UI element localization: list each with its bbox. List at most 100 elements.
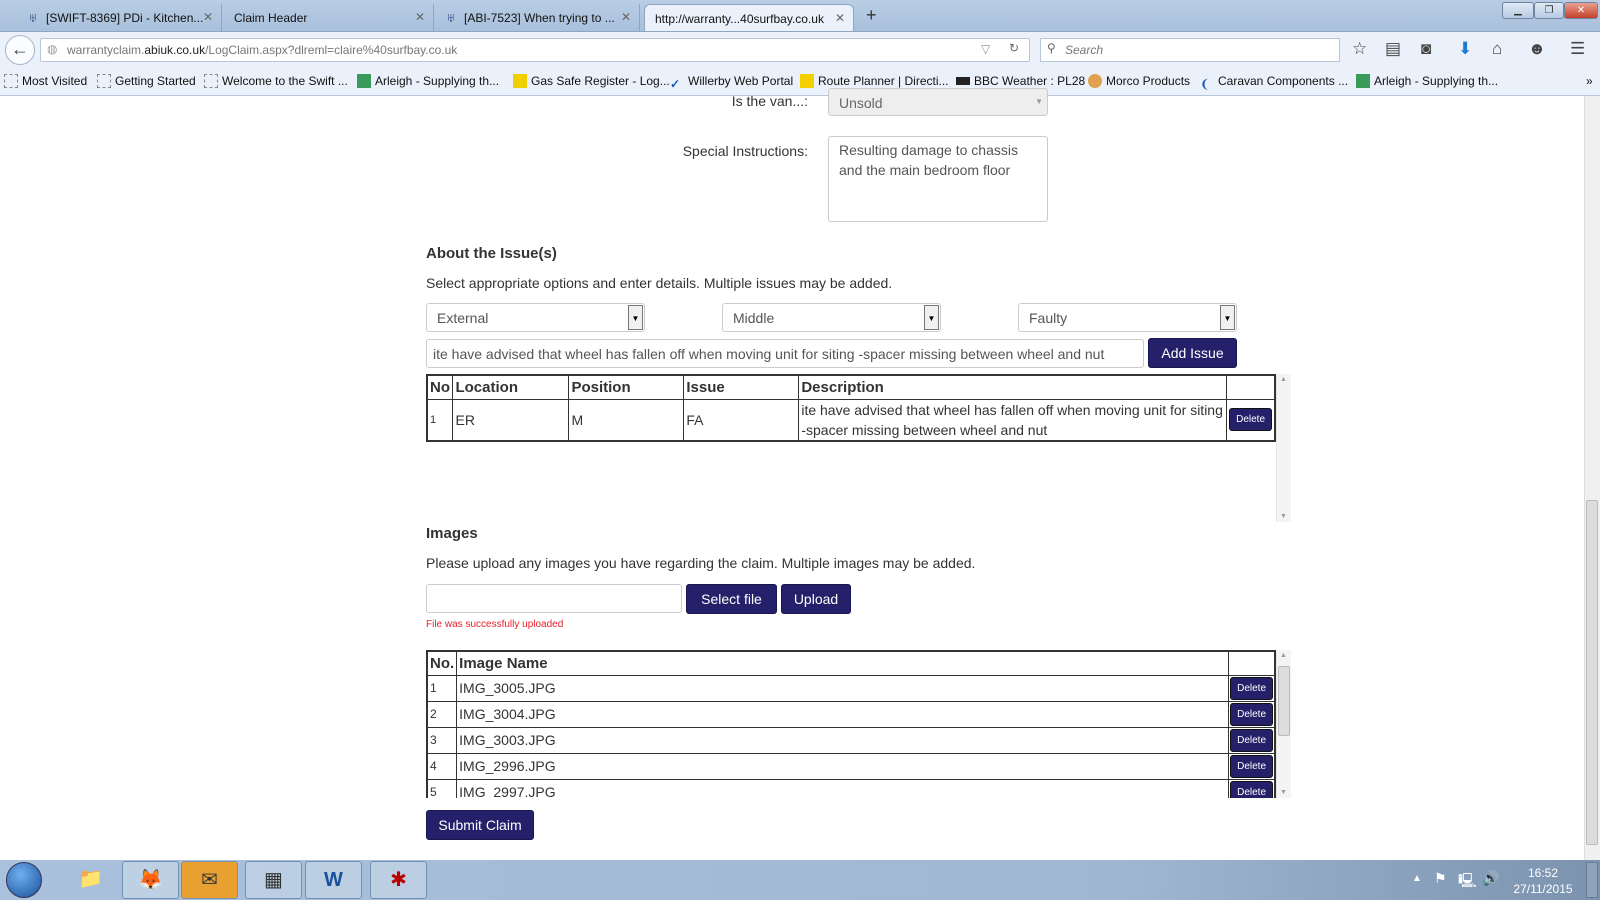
cell-no: 1 bbox=[426, 674, 458, 702]
description-input[interactable]: ite have advised that wheel has fallen o… bbox=[426, 339, 1144, 368]
images-heading: Images bbox=[426, 525, 478, 542]
tab-warranty-active[interactable]: http://warranty...40surfbay.co.uk ✕ bbox=[644, 4, 854, 31]
position-select[interactable]: Middle ▼ bbox=[722, 303, 941, 332]
scroll-up-icon[interactable]: ▲ bbox=[1280, 376, 1287, 383]
reading-list-icon[interactable]: ▤ bbox=[1385, 39, 1402, 58]
bookmark-getting-started[interactable]: Getting Started bbox=[97, 74, 196, 88]
close-tab-icon[interactable]: ✕ bbox=[414, 10, 425, 24]
chat-icon[interactable]: ☻ bbox=[1528, 39, 1546, 58]
bookmark-caravan-components[interactable]: ❨ Caravan Components ... bbox=[1200, 74, 1349, 91]
url-bar[interactable]: ◍ warrantyclaim.abiuk.co.uk/LogClaim.asp… bbox=[40, 38, 1030, 62]
close-tab-icon[interactable]: ✕ bbox=[834, 11, 845, 25]
images-intro: Please upload any images you have regard… bbox=[426, 555, 976, 571]
firefox-icon[interactable]: 🦊 bbox=[122, 861, 179, 899]
instructions-textarea[interactable]: Resulting damage to chassis and the main… bbox=[828, 136, 1048, 222]
table-row: 1 ER M FA ite have advised that wheel ha… bbox=[426, 398, 1276, 442]
minimize-button[interactable]: ▁ bbox=[1502, 2, 1534, 19]
delete-image-button[interactable]: Delete bbox=[1230, 702, 1273, 726]
cell-description: ite have advised that wheel has fallen o… bbox=[798, 398, 1228, 442]
show-desktop-button[interactable] bbox=[1586, 862, 1598, 898]
more-bookmarks-icon[interactable]: » bbox=[1586, 74, 1593, 88]
close-tab-icon[interactable]: ✕ bbox=[620, 10, 631, 24]
download-icon[interactable]: ⬇ bbox=[1458, 39, 1473, 58]
bookmark-gas-safe[interactable]: Gas Safe Register - Log... bbox=[513, 74, 670, 88]
issues-scrollbar[interactable]: ▲ ▼ bbox=[1276, 374, 1291, 522]
show-hidden-icons[interactable]: ▲ bbox=[1412, 873, 1422, 884]
pocket-icon[interactable]: ◙ bbox=[1421, 39, 1432, 58]
bookmark-route-planner[interactable]: Route Planner | Directi... bbox=[800, 74, 949, 88]
arleigh-icon bbox=[1356, 74, 1370, 88]
delete-image-button[interactable]: Delete bbox=[1230, 780, 1273, 798]
submit-claim-button[interactable]: Submit Claim bbox=[426, 810, 534, 840]
close-tab-icon[interactable]: ✕ bbox=[202, 10, 213, 24]
issue-select[interactable]: Faulty ▼ bbox=[1018, 303, 1237, 332]
bbc-icon bbox=[956, 77, 970, 85]
table-row: 4 IMG_2996.JPG Delete bbox=[426, 752, 1276, 780]
images-scrollbar[interactable]: ▲ ▼ bbox=[1276, 650, 1291, 798]
upload-button[interactable]: Upload bbox=[781, 584, 851, 614]
bookmark-most-visited[interactable]: Most Visited bbox=[4, 74, 87, 88]
delete-image-button[interactable]: Delete bbox=[1230, 754, 1273, 778]
dropdown-arrow-icon[interactable]: ▽ bbox=[981, 42, 991, 56]
network-icon[interactable]: 🖳 bbox=[1458, 872, 1477, 888]
tab-swift-8369[interactable]: ♅ [SWIFT-8369] PDi - Kitchen... ✕ bbox=[24, 4, 222, 31]
home-icon[interactable]: ⌂ bbox=[1492, 39, 1503, 58]
menu-icon[interactable]: ☰ bbox=[1570, 39, 1586, 58]
cell-no: 2 bbox=[426, 700, 458, 728]
page-scroll-thumb[interactable] bbox=[1586, 500, 1598, 845]
delete-image-button[interactable]: Delete bbox=[1230, 676, 1273, 700]
clock[interactable]: 16:52 27/11/2015 bbox=[1513, 866, 1573, 896]
table-row: 1 IMG_3005.JPG Delete bbox=[426, 674, 1276, 702]
bookmark-arleigh-2[interactable]: Arleigh - Supplying th... bbox=[1356, 74, 1498, 88]
column-header: Description bbox=[798, 374, 1228, 400]
column-header bbox=[1228, 650, 1276, 676]
reload-icon[interactable]: ↻ bbox=[1009, 41, 1020, 55]
tab-abi-7523[interactable]: ♅ [ABI-7523] When trying to ... ✕ bbox=[442, 4, 640, 31]
file-explorer-icon[interactable]: 📁 bbox=[78, 868, 103, 890]
delete-image-button[interactable]: Delete bbox=[1230, 728, 1273, 752]
delete-issue-button[interactable]: Delete bbox=[1229, 408, 1272, 432]
images-table-container: No. Image Name 1 IMG_3005.JPG Delete 2 IMG_3… bbox=[426, 650, 1276, 798]
back-button[interactable]: ← bbox=[5, 35, 35, 65]
location-select[interactable]: External ▼ bbox=[426, 303, 645, 332]
volume-icon[interactable]: 🔊 bbox=[1482, 870, 1500, 886]
word-icon[interactable]: W bbox=[305, 861, 362, 899]
table-row: 5 IMG_2997.JPG Delete bbox=[426, 778, 1276, 798]
puzzle-app-icon[interactable]: ✱ bbox=[370, 861, 427, 899]
outlook-icon[interactable]: ✉ bbox=[181, 861, 238, 899]
scroll-thumb[interactable] bbox=[1278, 666, 1290, 736]
scroll-up-icon[interactable]: ▲ bbox=[1280, 652, 1287, 659]
action-center-flag-icon[interactable]: ⚑ bbox=[1434, 870, 1447, 886]
bookmark-star-icon[interactable]: ☆ bbox=[1352, 39, 1368, 58]
cell-image-name: IMG_3005.JPG bbox=[456, 674, 1230, 702]
bookmark-willerby[interactable]: ✓ Willerby Web Portal bbox=[670, 74, 794, 91]
cell-no: 1 bbox=[426, 398, 454, 442]
van-select[interactable]: Unsold ▼ bbox=[828, 88, 1048, 116]
close-window-button[interactable]: ✕ bbox=[1564, 2, 1598, 19]
file-input[interactable] bbox=[426, 584, 682, 613]
bookmark-arleigh[interactable]: Arleigh - Supplying th... bbox=[357, 74, 499, 88]
bookmark-morco[interactable]: Morco Products bbox=[1088, 74, 1190, 88]
chevron-down-icon: ▼ bbox=[924, 305, 939, 330]
table-row: 2 IMG_3004.JPG Delete bbox=[426, 700, 1276, 728]
jira-icon: ♅ bbox=[28, 10, 38, 25]
add-issue-button[interactable]: Add Issue bbox=[1148, 338, 1237, 368]
scroll-down-icon[interactable]: ▼ bbox=[1280, 513, 1287, 520]
new-tab-button[interactable]: + bbox=[866, 5, 877, 25]
start-button[interactable] bbox=[6, 862, 42, 898]
chevron-down-icon: ▼ bbox=[1035, 97, 1043, 106]
instructions-label: Special Instructions: bbox=[682, 143, 808, 159]
column-header: Issue bbox=[683, 374, 800, 400]
table-row: 3 IMG_3003.JPG Delete bbox=[426, 726, 1276, 754]
gas-safe-icon bbox=[513, 74, 527, 88]
bookmark-bbc-weather[interactable]: BBC Weather : PL28 bbox=[956, 74, 1085, 88]
column-header: Location bbox=[452, 374, 570, 400]
scroll-down-icon[interactable]: ▼ bbox=[1280, 789, 1287, 796]
search-input[interactable]: ⚲ Search bbox=[1040, 38, 1340, 62]
tab-claim-header[interactable]: Claim Header ✕ bbox=[222, 4, 434, 31]
restore-button[interactable]: ❐ bbox=[1534, 2, 1564, 19]
select-file-button[interactable]: Select file bbox=[686, 584, 777, 614]
app-grid-icon[interactable]: ▦ bbox=[245, 861, 302, 899]
caravan-components-icon: ❨ bbox=[1200, 77, 1211, 91]
bookmark-swift[interactable]: Welcome to the Swift ... bbox=[204, 74, 348, 88]
